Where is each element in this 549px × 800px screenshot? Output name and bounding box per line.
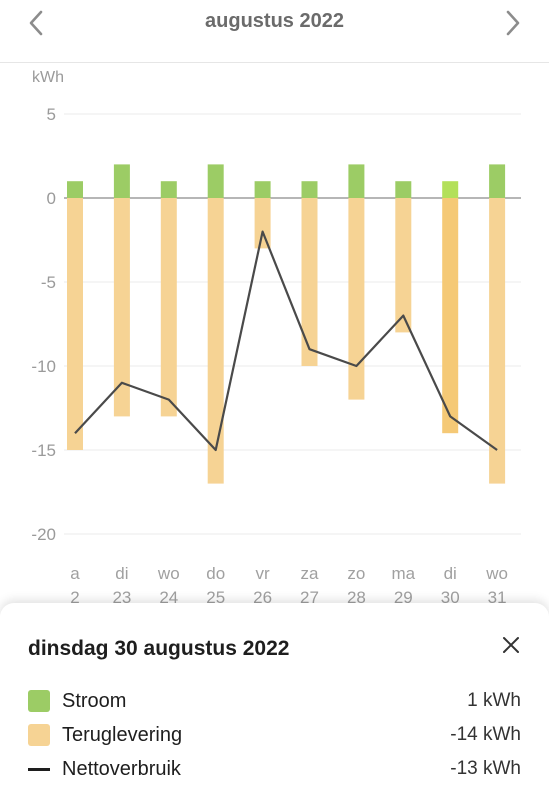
line-nettoverbruik (74, 230, 498, 452)
x-tick-date: 25 (206, 588, 225, 603)
y-tick-label: 5 (47, 105, 56, 124)
x-tick-date: 23 (112, 588, 131, 603)
bar-stroom[interactable] (489, 164, 506, 198)
y-tick-label: 0 (47, 189, 56, 208)
x-tick-day: di (444, 564, 457, 583)
legend-row-nettoverbruik: Nettoverbruik -13 kWh (28, 755, 521, 783)
previous-month-button[interactable] (16, 6, 56, 40)
x-tick-day: do (206, 564, 225, 583)
bar-teruglevering[interactable] (113, 198, 130, 417)
x-tick-date: 24 (159, 588, 178, 603)
x-tick-date: 29 (394, 588, 413, 603)
close-icon (503, 637, 519, 653)
bar-teruglevering[interactable] (301, 198, 318, 366)
x-tick-day: zo (347, 564, 365, 583)
y-tick-label: -15 (31, 441, 56, 460)
bar-stroom[interactable] (67, 181, 83, 198)
x-tick-date: 28 (347, 588, 366, 603)
bar-teruglevering[interactable] (254, 198, 271, 249)
x-tick-day: wo (157, 564, 180, 583)
bar-stroom[interactable] (207, 164, 224, 198)
bar-stroom[interactable] (113, 164, 130, 198)
x-tick-date: 27 (300, 588, 319, 603)
legend-row-teruglevering: Teruglevering -14 kWh (28, 721, 521, 749)
bar-stroom[interactable] (395, 181, 412, 198)
nettoverbruik-line-swatch (28, 767, 50, 771)
plot-area[interactable] (67, 164, 506, 484)
bar-teruglevering[interactable] (489, 198, 506, 484)
bar-teruglevering[interactable] (395, 198, 412, 333)
y-tick-label: -20 (31, 525, 56, 544)
x-tick-day: vr (256, 564, 271, 583)
bar-teruglevering[interactable] (67, 198, 83, 450)
next-month-button[interactable] (493, 6, 533, 40)
detail-title: dinsdag 30 augustus 2022 (28, 637, 290, 660)
bar-teruglevering[interactable] (348, 198, 365, 400)
legend-value: 1 kWh (467, 690, 521, 711)
bar-stroom[interactable] (254, 181, 271, 198)
x-tick-date: 30 (441, 588, 460, 603)
day-detail-sheet: dinsdag 30 augustus 2022 Stroom 1 kWh Te… (0, 603, 549, 800)
bar-stroom[interactable] (348, 164, 365, 198)
x-tick-day: za (301, 564, 320, 583)
y-unit-label: kWh (32, 69, 64, 86)
close-button[interactable] (497, 631, 525, 659)
bar-teruglevering[interactable] (442, 198, 459, 434)
stroom-swatch (28, 690, 50, 712)
legend-label: Stroom (62, 689, 127, 712)
bar-stroom[interactable] (442, 181, 459, 198)
y-tick-label: -5 (41, 273, 56, 292)
energy-chart[interactable]: kWh 5 0 -5 -10 -15 -20 a 2 di 23 wo 24 do 25 vr 26 za 27 zo… (0, 62, 549, 603)
legend-label: Teruglevering (62, 723, 183, 746)
chevron-left-icon (29, 10, 43, 36)
legend-row-stroom: Stroom 1 kWh (28, 687, 521, 715)
x-tick-date: 26 (253, 588, 272, 603)
x-tick-day: wo (485, 564, 508, 583)
bar-stroom[interactable] (160, 181, 177, 198)
x-tick-day: a (70, 564, 80, 583)
bar-teruglevering[interactable] (207, 198, 224, 484)
x-tick-day: ma (391, 564, 415, 583)
legend-label: Nettoverbruik (62, 757, 181, 780)
header: augustus 2022 (0, 0, 549, 63)
legend-value: -14 kWh (450, 724, 521, 745)
y-tick-label: -10 (31, 357, 56, 376)
bar-stroom[interactable] (301, 181, 318, 198)
month-title: augustus 2022 (205, 10, 344, 32)
bar-teruglevering[interactable] (160, 198, 177, 417)
x-tick-day: di (115, 564, 128, 583)
x-tick-date: 31 (488, 588, 507, 603)
legend-value: -13 kWh (450, 758, 521, 779)
chevron-right-icon (506, 10, 520, 36)
teruglevering-swatch (28, 724, 50, 746)
x-tick-date: 2 (70, 588, 79, 603)
